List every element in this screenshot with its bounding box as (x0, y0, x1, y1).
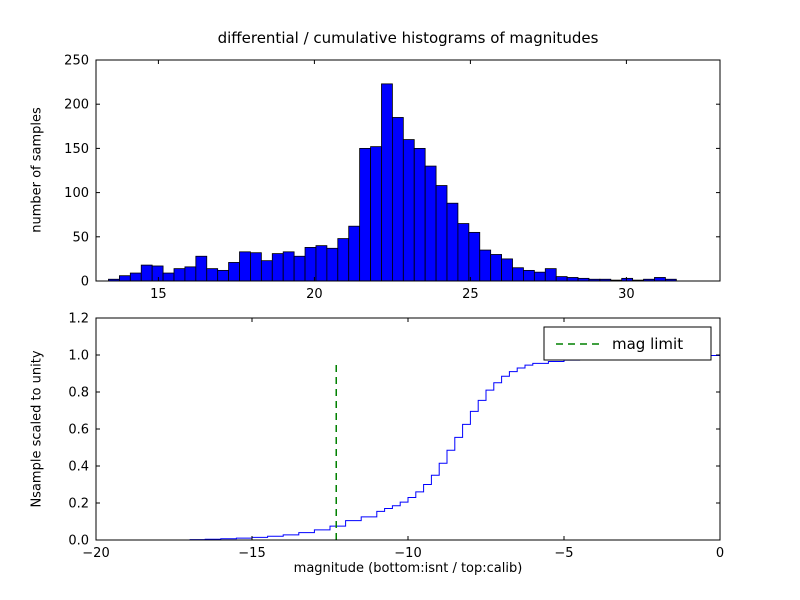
y-tick-label: 150 (64, 142, 89, 157)
x-tick-label: −15 (238, 546, 265, 561)
y-tick-label: 0.4 (68, 460, 89, 475)
histogram-bar (195, 255, 208, 282)
histogram-bar (162, 272, 175, 282)
y-tick-label: 250 (64, 54, 89, 69)
histogram-bar (140, 264, 153, 282)
histogram-bar (435, 185, 448, 282)
histogram-bar (271, 253, 284, 282)
histogram-bar (391, 117, 404, 282)
cumulative-step-line (189, 355, 721, 541)
y-tick-label: 1.0 (68, 349, 89, 364)
histogram-bar (413, 147, 426, 282)
y-tick-label: 0.2 (68, 497, 89, 512)
y-tick-label: 0.0 (68, 534, 89, 549)
histogram-bar (490, 254, 502, 282)
histogram-bar (282, 251, 295, 282)
histogram-bar (479, 249, 492, 282)
y-tick-label: 1.2 (68, 312, 89, 327)
histogram-bar (260, 260, 273, 282)
histogram-bar (315, 245, 328, 282)
x-tick-label: −10 (394, 546, 421, 561)
x-tick-label: −20 (82, 546, 109, 561)
histogram-bar (304, 247, 317, 282)
histogram-bar (119, 275, 131, 282)
y-tick-label: 0.8 (68, 386, 89, 401)
x-tick-label: 15 (150, 287, 167, 302)
histogram-bar (512, 267, 524, 282)
y-tick-label: 100 (64, 186, 89, 201)
y-tick-label: 0.6 (68, 423, 89, 438)
axes-frame (95, 59, 721, 282)
histogram-bar (555, 276, 568, 282)
histogram-bar (337, 238, 350, 282)
histogram-bar (424, 165, 437, 282)
histogram-bar (566, 277, 579, 282)
top-y-axis-label: number of samples (29, 107, 45, 233)
x-axis-label: magnitude (bottom:isnt / top:calib) (293, 561, 523, 576)
histogram-bar (217, 269, 229, 282)
histogram-bar (457, 223, 470, 282)
histogram-bar (228, 262, 240, 282)
y-tick-label: 200 (64, 98, 89, 113)
histogram-bar (370, 146, 382, 282)
histogram-bar (293, 255, 306, 282)
histogram-bar (468, 231, 481, 282)
histogram-bar (501, 258, 513, 282)
histogram-bar (446, 202, 459, 282)
histogram-bar (129, 272, 142, 282)
histogram-bar (544, 268, 557, 282)
x-tick-label: 30 (618, 287, 635, 302)
histogram-bar (326, 247, 339, 282)
histogram-bar (348, 225, 361, 282)
histogram-bar (654, 277, 666, 282)
bottom-y-axis-label: Nsample scaled to unity (29, 350, 45, 508)
histogram-bar (250, 252, 262, 282)
histogram-bar (402, 139, 415, 282)
histogram-bar (359, 147, 371, 282)
y-tick-label: 0 (81, 275, 89, 290)
x-tick-label: 20 (306, 287, 323, 302)
x-tick-label: 25 (462, 287, 479, 302)
histogram-bar (151, 265, 164, 282)
x-tick-label: −5 (554, 546, 573, 561)
histogram-bar (206, 268, 219, 282)
histogram-bar (523, 269, 535, 282)
x-tick-label: 0 (716, 546, 724, 561)
y-tick-label: 50 (72, 230, 89, 245)
histogram-bar (533, 271, 546, 282)
histogram-bar (184, 266, 197, 282)
histogram-bar (173, 268, 186, 282)
chart-title: differential / cumulative histograms of … (217, 29, 599, 47)
histogram-bar (381, 83, 393, 282)
legend-label: mag limit (612, 335, 683, 353)
histogram-bar (239, 251, 251, 282)
